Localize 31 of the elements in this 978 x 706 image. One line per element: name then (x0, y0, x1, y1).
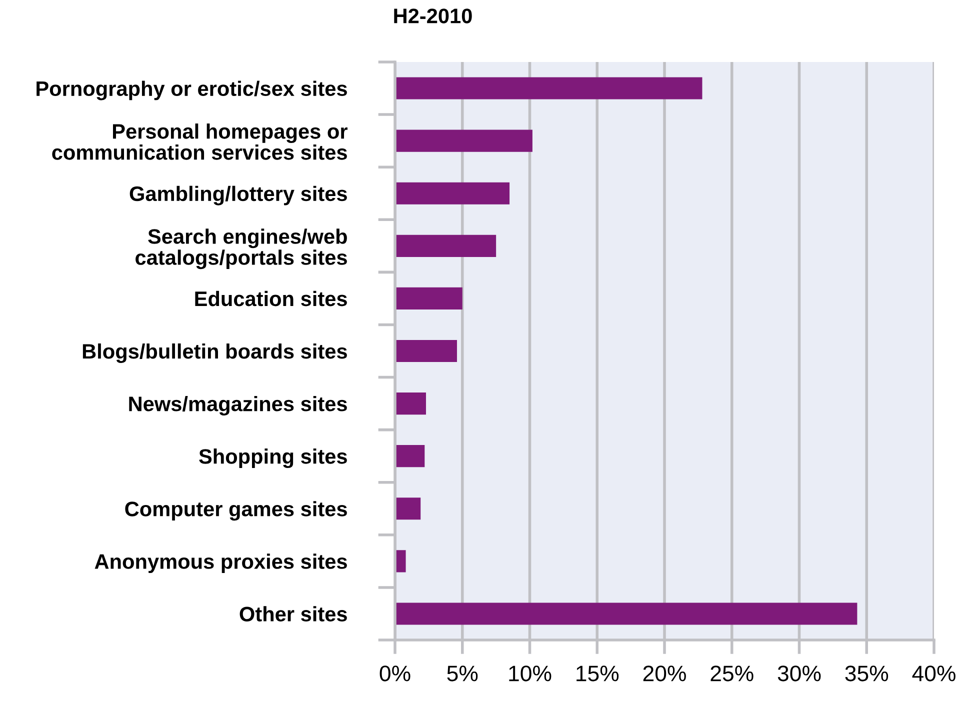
x-tick-label: 35% (845, 666, 888, 682)
y-tick-label: Gambling/lottery sites (130, 186, 347, 206)
x-tick-label: 20% (643, 666, 686, 682)
chart-title: H2-2010 (394, 8, 472, 24)
x-tick-label: 30% (778, 666, 821, 682)
y-tick-label: Search engines/web catalogs/portals sites (136, 228, 347, 270)
bar (395, 77, 702, 100)
x-tick-label: 5% (447, 666, 478, 682)
bar (395, 445, 425, 468)
bar (395, 498, 421, 520)
y-tick-label: Blogs/bulletin boards sites (82, 343, 347, 363)
bar (395, 234, 496, 257)
x-tick-label: 15% (576, 666, 619, 682)
x-tick-label: 0% (380, 666, 410, 682)
y-tick-label: Education sites (195, 290, 347, 306)
bar (395, 602, 858, 625)
y-tick-label: Anonymous proxies sites (94, 554, 347, 574)
bar (395, 340, 457, 362)
bar (395, 130, 532, 152)
y-tick-label: Computer games sites (125, 501, 347, 521)
x-tick-label: 10% (509, 666, 552, 682)
y-tick-label: Other sites (240, 606, 347, 622)
y-tick-label: Personal homepages or communication services sites (52, 124, 348, 160)
y-tick-label: Pornography or erotic/sex sites (36, 80, 347, 100)
bar (395, 287, 462, 310)
y-tick-label: Shopping sites (199, 448, 347, 468)
bar (395, 182, 510, 204)
y-tick-label: News/magazines sites (129, 396, 347, 416)
x-tick-label: 40% (912, 666, 956, 682)
x-tick-label: 25% (710, 666, 754, 682)
bar (395, 392, 426, 415)
